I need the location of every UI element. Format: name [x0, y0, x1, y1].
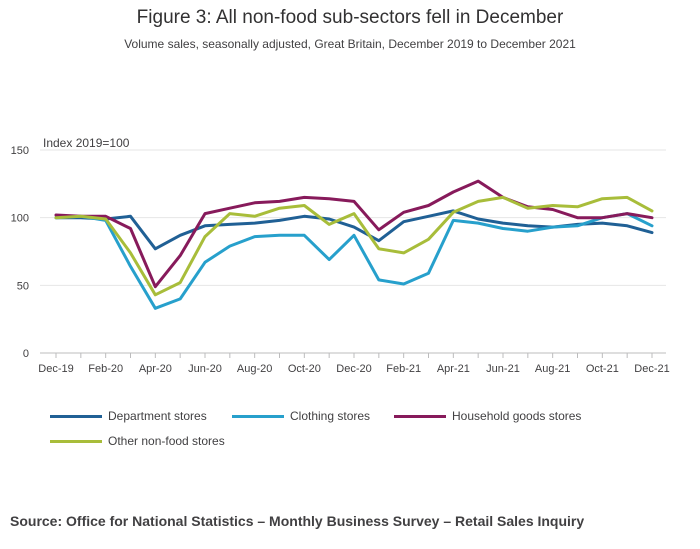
legend-label: Household goods stores: [452, 409, 582, 423]
x-tick-label: Jun-21: [486, 363, 520, 375]
y-tick-label: 50: [17, 280, 29, 292]
series-lines: [54, 179, 654, 310]
legend-swatch: [394, 414, 446, 418]
x-tick-label: Dec-21: [634, 363, 669, 375]
legend-item-household-goods-stores: Household goods stores: [394, 407, 581, 425]
x-tick-label: Apr-21: [437, 363, 470, 375]
legend-swatch: [232, 414, 284, 418]
x-tick-label: Aug-20: [237, 363, 272, 375]
series-line-household-goods-stores: [54, 179, 654, 289]
chart-title: Figure 3: All non-food sub-sectors fell …: [136, 7, 564, 28]
legend-item-clothing-stores: Clothing stores: [232, 407, 370, 425]
legend-item-other-non-food-stores: Other non-food stores: [50, 432, 225, 450]
series-line-department-stores: [54, 209, 654, 251]
x-tick-label: Apr-20: [139, 363, 172, 375]
y-tick-label: 100: [11, 213, 29, 225]
x-tick-label: Feb-20: [88, 363, 123, 375]
line-chart: 0 50 100 150 Dec-19 Feb-20 Apr-20 Jun-20 Aug-20 O…: [11, 145, 670, 375]
legend-swatch: [50, 414, 102, 418]
legend-item-department-stores: Department stores: [50, 407, 207, 425]
x-tick-label: Jun-20: [188, 363, 222, 375]
series-line-other-non-food-stores: [54, 195, 654, 297]
series-line-clothing-stores: [54, 212, 654, 310]
x-tick-label: Aug-21: [535, 363, 570, 375]
y-tick-label: 0: [23, 348, 29, 360]
gridlines: [40, 149, 666, 354]
source-note: Source: Office for National Statistics –…: [10, 513, 585, 529]
x-tick-label: Dec-19: [38, 363, 73, 375]
x-tick-label: Dec-20: [336, 363, 371, 375]
x-tick-label: Oct-20: [288, 363, 321, 375]
legend-label: Department stores: [108, 409, 207, 423]
legend-label: Clothing stores: [290, 409, 371, 423]
x-tick-label: Feb-21: [386, 363, 421, 375]
x-tick-label: Oct-21: [586, 363, 619, 375]
axes: 0 50 100 150 Dec-19 Feb-20 Apr-20 Jun-20 Aug-20 O…: [11, 145, 670, 375]
y-tick-label: 150: [11, 145, 29, 157]
y-axis-label: Index 2019=100: [43, 136, 130, 150]
legend-label: Other non-food stores: [108, 434, 225, 448]
chart-subtitle: Volume sales, seasonally adjusted, Great…: [124, 37, 576, 51]
legend-swatch: [50, 439, 102, 443]
